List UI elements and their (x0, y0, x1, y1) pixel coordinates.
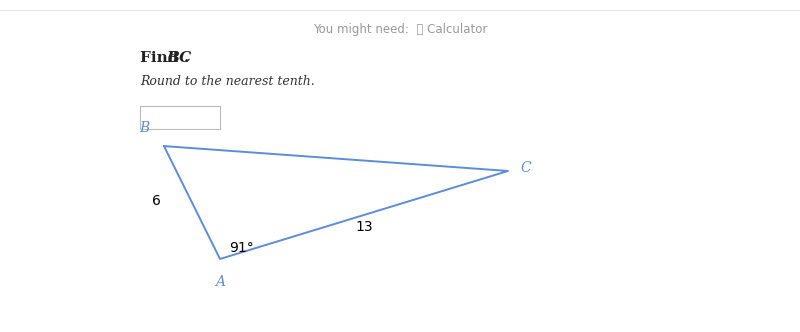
Text: C: C (520, 161, 531, 175)
FancyBboxPatch shape (140, 106, 220, 129)
Text: Find: Find (140, 51, 184, 65)
Text: A: A (215, 275, 225, 289)
Text: .: . (184, 51, 190, 65)
Text: 91°: 91° (230, 241, 254, 255)
Text: You might need:  ⎙ Calculator: You might need: ⎙ Calculator (313, 23, 487, 36)
Text: BC: BC (166, 51, 192, 65)
Text: 13: 13 (355, 220, 373, 234)
Text: Round to the nearest tenth.: Round to the nearest tenth. (140, 75, 314, 88)
Text: 6: 6 (151, 194, 161, 208)
Text: B: B (139, 121, 149, 135)
